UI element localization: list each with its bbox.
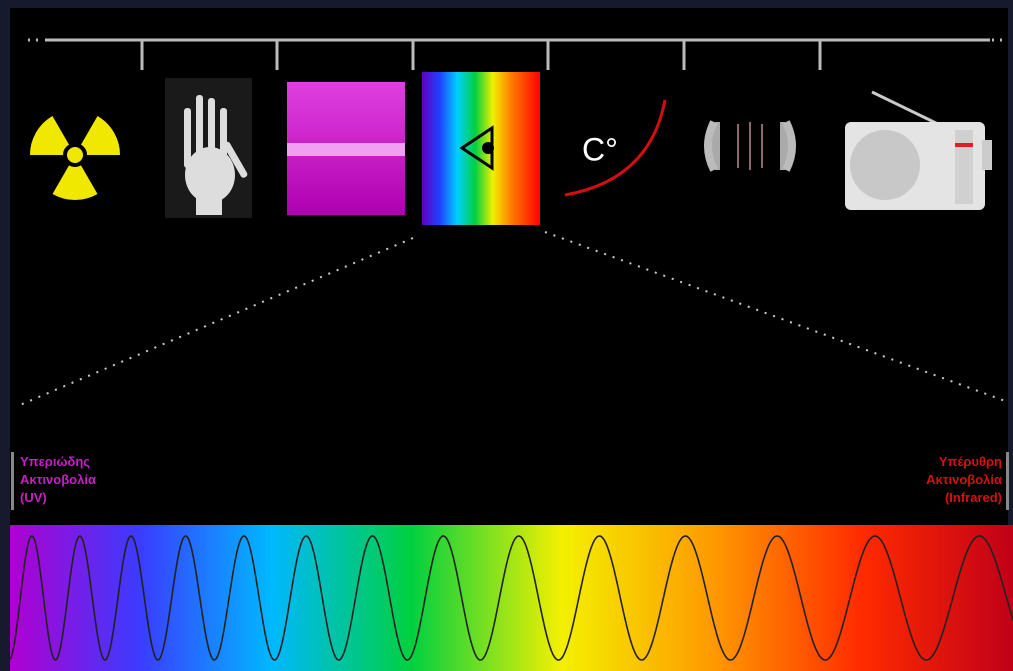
labels: Υπεριώδης Ακτινοβολία (UV) Υπέρυθρη Ακτινοβο… [20, 454, 1002, 505]
uv-label: Υπεριώδης [20, 454, 90, 469]
infrared-label: Υπέρυθρη [939, 454, 1002, 469]
icon-text: C° [582, 131, 618, 167]
radio-icon [845, 90, 992, 210]
visible-icon [422, 72, 540, 225]
uv-label: (UV) [20, 490, 47, 505]
radiation-icon [24, 113, 126, 201]
uv-icon [287, 82, 405, 215]
uv-label: Ακτινοβολία [20, 472, 96, 487]
connector [19, 231, 1009, 406]
infrared-label: (Infrared) [945, 490, 1002, 505]
lens-icon [704, 118, 796, 174]
wave [9, 535, 1013, 661]
xray-icon [165, 78, 252, 218]
uv-bar [11, 452, 14, 510]
scale [45, 38, 990, 70]
thermal-icon: C° [564, 99, 667, 197]
infrared-label: Ακτινοβολία [926, 472, 1002, 487]
ir-bar [1006, 452, 1009, 510]
spectrum-band [10, 525, 1013, 671]
